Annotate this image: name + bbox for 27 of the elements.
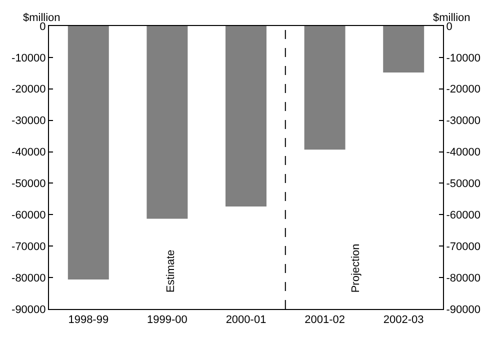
- y-tick-label: -10000: [12, 52, 46, 64]
- x-tick-label: 1998-99: [68, 314, 109, 326]
- y2-tick-label: 0: [446, 20, 452, 33]
- annotation: Estimate: [164, 250, 177, 292]
- y2-tick-label: -50000: [446, 178, 480, 190]
- y2-tick-label: -40000: [446, 146, 480, 159]
- y-tick-label: -30000: [12, 115, 46, 128]
- x-tick-label: 2001-02: [304, 314, 345, 326]
- x-tick-label: 2000-01: [226, 314, 266, 326]
- x-tick-label: 1999-00: [147, 314, 188, 326]
- y2-tick-label: -70000: [446, 240, 480, 253]
- y-tick-label: -90000: [12, 304, 46, 316]
- y2-tick-label: -80000: [446, 272, 480, 284]
- y-tick-label: -50000: [12, 178, 46, 190]
- y-tick-label: -70000: [12, 240, 46, 253]
- y2-tick-label: -90000: [446, 304, 480, 316]
- y-tick-label: -80000: [12, 272, 46, 284]
- y-tick-label: 0: [40, 20, 46, 33]
- y2-tick-label: -20000: [446, 84, 480, 96]
- y-tick-label: -40000: [12, 146, 46, 159]
- x-tick-label: 2002-03: [383, 314, 424, 326]
- annotation: Projection: [350, 244, 362, 293]
- y2-tick-label: -30000: [446, 115, 480, 128]
- y2-tick-label: -60000: [446, 210, 480, 222]
- y2-tick-label: -10000: [446, 52, 480, 64]
- y-tick-label: -60000: [12, 210, 46, 222]
- y-tick-label: -20000: [12, 84, 46, 96]
